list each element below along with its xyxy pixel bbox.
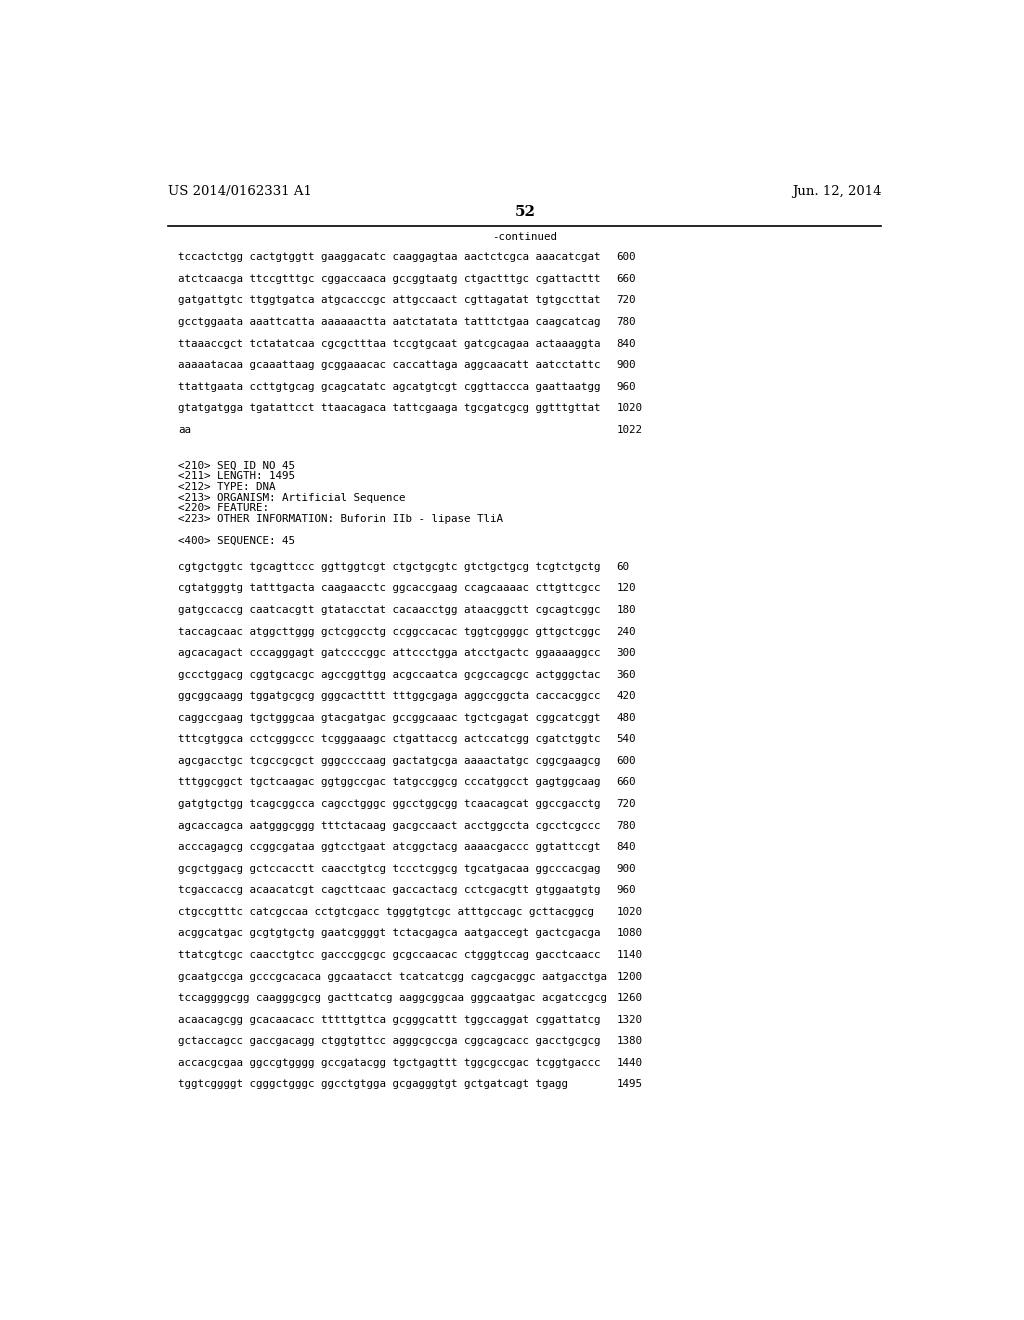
Text: acccagagcg ccggcgataa ggtcctgaat atcggctacg aaaacgaccc ggtattccgt: acccagagcg ccggcgataa ggtcctgaat atcggct…	[178, 842, 601, 853]
Text: 1440: 1440	[616, 1057, 642, 1068]
Text: 360: 360	[616, 669, 636, 680]
Text: gatgattgtc ttggtgatca atgcacccgc attgccaact cgttagatat tgtgccttat: gatgattgtc ttggtgatca atgcacccgc attgcca…	[178, 296, 601, 305]
Text: 1020: 1020	[616, 404, 642, 413]
Text: 1080: 1080	[616, 928, 642, 939]
Text: caggccgaag tgctgggcaa gtacgatgac gccggcaaac tgctcgagat cggcatcggt: caggccgaag tgctgggcaa gtacgatgac gccggca…	[178, 713, 601, 723]
Text: 960: 960	[616, 381, 636, 392]
Text: US 2014/0162331 A1: US 2014/0162331 A1	[168, 185, 312, 198]
Text: agcacagact cccagggagt gatccccggc attccctgga atcctgactc ggaaaaggcc: agcacagact cccagggagt gatccccggc attccct…	[178, 648, 601, 659]
Text: taccagcaac atggcttggg gctcggcctg ccggccacac tggtcggggc gttgctcggc: taccagcaac atggcttggg gctcggcctg ccggcca…	[178, 627, 601, 636]
Text: 540: 540	[616, 734, 636, 744]
Text: 960: 960	[616, 886, 636, 895]
Text: <213> ORGANISM: Artificial Sequence: <213> ORGANISM: Artificial Sequence	[178, 492, 406, 503]
Text: <220> FEATURE:: <220> FEATURE:	[178, 503, 269, 513]
Text: 1495: 1495	[616, 1080, 642, 1089]
Text: tggtcggggt cgggctgggc ggcctgtgga gcgagggtgt gctgatcagt tgagg: tggtcggggt cgggctgggc ggcctgtgga gcgaggg…	[178, 1080, 568, 1089]
Text: 480: 480	[616, 713, 636, 723]
Text: <212> TYPE: DNA: <212> TYPE: DNA	[178, 482, 275, 492]
Text: 720: 720	[616, 799, 636, 809]
Text: 840: 840	[616, 339, 636, 348]
Text: <211> LENGTH: 1495: <211> LENGTH: 1495	[178, 471, 295, 480]
Text: 1380: 1380	[616, 1036, 642, 1047]
Text: gatgccaccg caatcacgtt gtatacctat cacaacctgg ataacggctt cgcagtcggc: gatgccaccg caatcacgtt gtatacctat cacaacc…	[178, 605, 601, 615]
Text: ctgccgtttc catcgccaa cctgtcgacc tgggtgtcgc atttgccagc gcttacggcg: ctgccgtttc catcgccaa cctgtcgacc tgggtgtc…	[178, 907, 594, 917]
Text: 1020: 1020	[616, 907, 642, 917]
Text: <223> OTHER INFORMATION: Buforin IIb - lipase TliA: <223> OTHER INFORMATION: Buforin IIb - l…	[178, 515, 504, 524]
Text: 1260: 1260	[616, 993, 642, 1003]
Text: gccctggacg cggtgcacgc agccggttgg acgccaatca gcgccagcgc actgggctac: gccctggacg cggtgcacgc agccggttgg acgccaa…	[178, 669, 601, 680]
Text: gctaccagcc gaccgacagg ctggtgttcc agggcgccga cggcagcacc gacctgcgcg: gctaccagcc gaccgacagg ctggtgttcc agggcgc…	[178, 1036, 601, 1047]
Text: <210> SEQ ID NO 45: <210> SEQ ID NO 45	[178, 461, 295, 470]
Text: 1200: 1200	[616, 972, 642, 982]
Text: 240: 240	[616, 627, 636, 636]
Text: accacgcgaa ggccgtgggg gccgatacgg tgctgagttt tggcgccgac tcggtgaccc: accacgcgaa ggccgtgggg gccgatacgg tgctgag…	[178, 1057, 601, 1068]
Text: 1320: 1320	[616, 1015, 642, 1024]
Text: 660: 660	[616, 275, 636, 284]
Text: 900: 900	[616, 360, 636, 370]
Text: 600: 600	[616, 756, 636, 766]
Text: 180: 180	[616, 605, 636, 615]
Text: gatgtgctgg tcagcggcca cagcctgggc ggcctggcgg tcaacagcat ggccgacctg: gatgtgctgg tcagcggcca cagcctgggc ggcctgg…	[178, 799, 601, 809]
Text: agcaccagca aatgggcggg tttctacaag gacgccaact acctggccta cgcctcgccc: agcaccagca aatgggcggg tttctacaag gacgcca…	[178, 821, 601, 830]
Text: tttcgtggca cctcgggccc tcgggaaagc ctgattaccg actccatcgg cgatctggtc: tttcgtggca cctcgggccc tcgggaaagc ctgatta…	[178, 734, 601, 744]
Text: aa: aa	[178, 425, 191, 434]
Text: ttaaaccgct tctatatcaa cgcgctttaa tccgtgcaat gatcgcagaa actaaaggta: ttaaaccgct tctatatcaa cgcgctttaa tccgtgc…	[178, 339, 601, 348]
Text: gcctggaata aaattcatta aaaaaactta aatctatata tatttctgaa caagcatcag: gcctggaata aaattcatta aaaaaactta aatctat…	[178, 317, 601, 327]
Text: aaaaatacaa gcaaattaag gcggaaacac caccattaga aggcaacatt aatcctattc: aaaaatacaa gcaaattaag gcggaaacac caccatt…	[178, 360, 601, 370]
Text: 52: 52	[514, 205, 536, 219]
Text: 1022: 1022	[616, 425, 642, 434]
Text: tccaggggcgg caagggcgcg gacttcatcg aaggcggcaa gggcaatgac acgatccgcg: tccaggggcgg caagggcgcg gacttcatcg aaggcg…	[178, 993, 607, 1003]
Text: cgtatgggtg tatttgacta caagaacctc ggcaccgaag ccagcaaaac cttgttcgcc: cgtatgggtg tatttgacta caagaacctc ggcaccg…	[178, 583, 601, 594]
Text: atctcaacga ttccgtttgc cggaccaaca gccggtaatg ctgactttgc cgattacttt: atctcaacga ttccgtttgc cggaccaaca gccggta…	[178, 275, 601, 284]
Text: 420: 420	[616, 692, 636, 701]
Text: 60: 60	[616, 562, 630, 572]
Text: 780: 780	[616, 317, 636, 327]
Text: 780: 780	[616, 821, 636, 830]
Text: cgtgctggtc tgcagttccc ggttggtcgt ctgctgcgtc gtctgctgcg tcgtctgctg: cgtgctggtc tgcagttccc ggttggtcgt ctgctgc…	[178, 562, 601, 572]
Text: gtatgatgga tgatattcct ttaacagaca tattcgaaga tgcgatcgcg ggtttgttat: gtatgatgga tgatattcct ttaacagaca tattcga…	[178, 404, 601, 413]
Text: 300: 300	[616, 648, 636, 659]
Text: tcgaccaccg acaacatcgt cagcttcaac gaccactacg cctcgacgtt gtggaatgtg: tcgaccaccg acaacatcgt cagcttcaac gaccact…	[178, 886, 601, 895]
Text: 600: 600	[616, 252, 636, 263]
Text: acaacagcgg gcacaacacc tttttgttca gcgggcattt tggccaggat cggattatcg: acaacagcgg gcacaacacc tttttgttca gcgggca…	[178, 1015, 601, 1024]
Text: 840: 840	[616, 842, 636, 853]
Text: <400> SEQUENCE: 45: <400> SEQUENCE: 45	[178, 536, 295, 545]
Text: ggcggcaagg tggatgcgcg gggcactttt tttggcgaga aggccggcta caccacggcc: ggcggcaagg tggatgcgcg gggcactttt tttggcg…	[178, 692, 601, 701]
Text: agcgacctgc tcgccgcgct gggccccaag gactatgcga aaaactatgc cggcgaagcg: agcgacctgc tcgccgcgct gggccccaag gactatg…	[178, 756, 601, 766]
Text: 720: 720	[616, 296, 636, 305]
Text: ttattgaata ccttgtgcag gcagcatatc agcatgtcgt cggttaccca gaattaatgg: ttattgaata ccttgtgcag gcagcatatc agcatgt…	[178, 381, 601, 392]
Text: gcaatgccga gcccgcacaca ggcaatacct tcatcatcgg cagcgacggc aatgacctga: gcaatgccga gcccgcacaca ggcaatacct tcatca…	[178, 972, 607, 982]
Text: Jun. 12, 2014: Jun. 12, 2014	[792, 185, 882, 198]
Text: 900: 900	[616, 863, 636, 874]
Text: ttatcgtcgc caacctgtcc gacccggcgc gcgccaacac ctgggtccag gacctcaacc: ttatcgtcgc caacctgtcc gacccggcgc gcgccaa…	[178, 950, 601, 960]
Text: tttggcggct tgctcaagac ggtggccgac tatgccggcg cccatggcct gagtggcaag: tttggcggct tgctcaagac ggtggccgac tatgccg…	[178, 777, 601, 788]
Text: tccactctgg cactgtggtt gaaggacatc caaggagtaa aactctcgca aaacatcgat: tccactctgg cactgtggtt gaaggacatc caaggag…	[178, 252, 601, 263]
Text: 120: 120	[616, 583, 636, 594]
Text: acggcatgac gcgtgtgctg gaatcggggt tctacgagca aatgaccegt gactcgacga: acggcatgac gcgtgtgctg gaatcggggt tctacga…	[178, 928, 601, 939]
Text: -continued: -continued	[493, 232, 557, 243]
Text: 1140: 1140	[616, 950, 642, 960]
Text: 660: 660	[616, 777, 636, 788]
Text: gcgctggacg gctccacctt caacctgtcg tccctcggcg tgcatgacaa ggcccacgag: gcgctggacg gctccacctt caacctgtcg tccctcg…	[178, 863, 601, 874]
